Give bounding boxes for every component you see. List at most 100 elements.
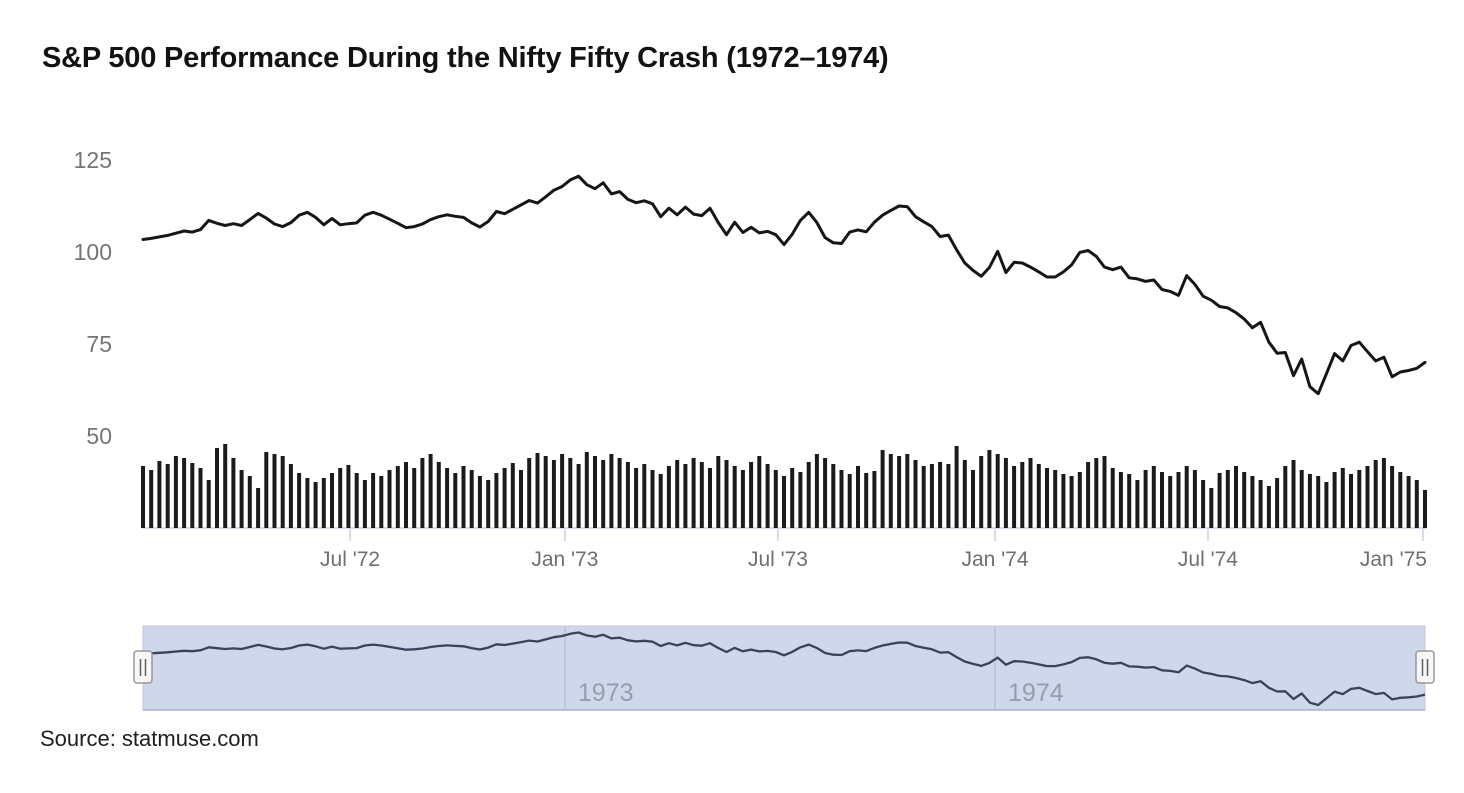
volume-bar: [527, 458, 532, 528]
volume-bar: [486, 480, 491, 528]
volume-bar: [519, 470, 523, 528]
volume-bar: [198, 468, 203, 528]
volume-bar: [1077, 472, 1082, 528]
volume-bar: [929, 464, 934, 528]
volume-bar: [872, 471, 877, 528]
volume-bar: [1045, 468, 1049, 528]
volume-bar: [938, 462, 943, 528]
volume-bar: [1299, 470, 1304, 528]
volume-bar: [379, 476, 384, 528]
navigator-year-label: 1973: [578, 679, 634, 707]
volume-bar: [1324, 482, 1329, 528]
volume-bar: [576, 464, 581, 528]
volume-bar: [1250, 476, 1255, 528]
volume-bar: [1423, 490, 1427, 528]
volume-bar: [1069, 476, 1074, 528]
volume-bar: [165, 464, 170, 528]
volume-bar: [1365, 466, 1370, 528]
volume-bar: [856, 466, 860, 528]
navigator-selected-range[interactable]: [142, 625, 1426, 711]
volume-bar: [708, 468, 712, 528]
volume-bar: [864, 473, 869, 528]
volume-bar: [494, 473, 499, 528]
volume-bar: [1381, 458, 1386, 528]
volume-bar: [946, 464, 951, 528]
volume-bar: [1217, 473, 1222, 528]
volume-bar: [272, 454, 277, 528]
x-axis-label: Jan '73: [531, 548, 598, 571]
volume-bar: [699, 462, 704, 528]
volume-bar: [987, 450, 992, 528]
volume-bar: [1201, 480, 1206, 528]
volume-bar: [141, 466, 145, 528]
volume-bar: [675, 460, 680, 528]
volume-bar: [1225, 470, 1230, 528]
volume-bar: [1357, 470, 1362, 528]
volume-bar: [757, 456, 762, 528]
volume-bar: [905, 454, 910, 528]
volume-bar: [477, 476, 482, 528]
volume-bar: [305, 478, 310, 528]
volume-bar: [1414, 480, 1419, 528]
volume-bar: [979, 456, 984, 528]
volume-bar: [1028, 458, 1033, 528]
x-axis-label: Jan '74: [961, 548, 1028, 571]
volume-bar: [297, 473, 302, 528]
x-axis-label: Jul '74: [1178, 548, 1238, 571]
volume-bar: [617, 458, 622, 528]
volume-bar: [593, 456, 597, 528]
volume-bar: [740, 470, 745, 528]
volume-bar: [239, 470, 244, 528]
volume-bar: [428, 454, 433, 528]
volume-bar: [1012, 466, 1017, 528]
volume-bar: [461, 466, 466, 528]
volume-bar: [1275, 478, 1280, 528]
volume-bar: [773, 470, 778, 528]
volume-bar: [288, 464, 293, 528]
navigator-year-label: 1974: [1008, 679, 1064, 707]
volume-bar: [247, 476, 252, 528]
volume-bar: [1127, 474, 1132, 528]
volume-bar: [371, 473, 376, 528]
volume-bar: [1242, 472, 1247, 528]
volume-bar: [173, 456, 178, 528]
volume-bar: [502, 468, 507, 528]
volume-bar: [560, 454, 565, 528]
volume-bar: [182, 458, 187, 528]
volume-bar: [256, 488, 261, 528]
volume-bar: [1151, 466, 1156, 528]
volume-bar: [1373, 460, 1378, 528]
volume-bar: [404, 462, 408, 528]
volume-bar: [1332, 472, 1337, 528]
volume-bar: [921, 466, 926, 528]
volume-bar: [1003, 458, 1008, 528]
y-axis-label: 75: [86, 331, 112, 357]
volume-bar: [469, 470, 474, 528]
volume-bar: [1316, 476, 1321, 528]
volume-bar: [1307, 474, 1312, 528]
volume-bar: [1102, 456, 1107, 528]
volume-bar: [666, 466, 671, 528]
volume-bar: [798, 472, 803, 528]
volume-bar: [453, 473, 458, 528]
volume-bar: [1110, 468, 1115, 528]
volume-bar: [691, 458, 696, 528]
volume-bar: [732, 466, 737, 528]
navigator-handle-left[interactable]: [133, 650, 153, 684]
volume-bar: [395, 466, 400, 528]
volume-bar: [1340, 468, 1345, 528]
price-line: [141, 174, 1427, 396]
volume-bar: [321, 478, 326, 528]
volume-bar: [831, 464, 836, 528]
volume-bar: [814, 454, 819, 528]
volume-bar: [1291, 460, 1296, 528]
volume-bar: [642, 464, 647, 528]
volume-bar: [913, 460, 918, 528]
navigator-handle-right[interactable]: [1415, 650, 1435, 684]
volume-bar: [584, 452, 589, 528]
volume-bar: [420, 458, 425, 528]
volume-bar: [1086, 462, 1091, 528]
volume-bar: [1176, 472, 1181, 528]
volume-bar: [436, 462, 441, 528]
volume-bar: [1184, 466, 1189, 528]
